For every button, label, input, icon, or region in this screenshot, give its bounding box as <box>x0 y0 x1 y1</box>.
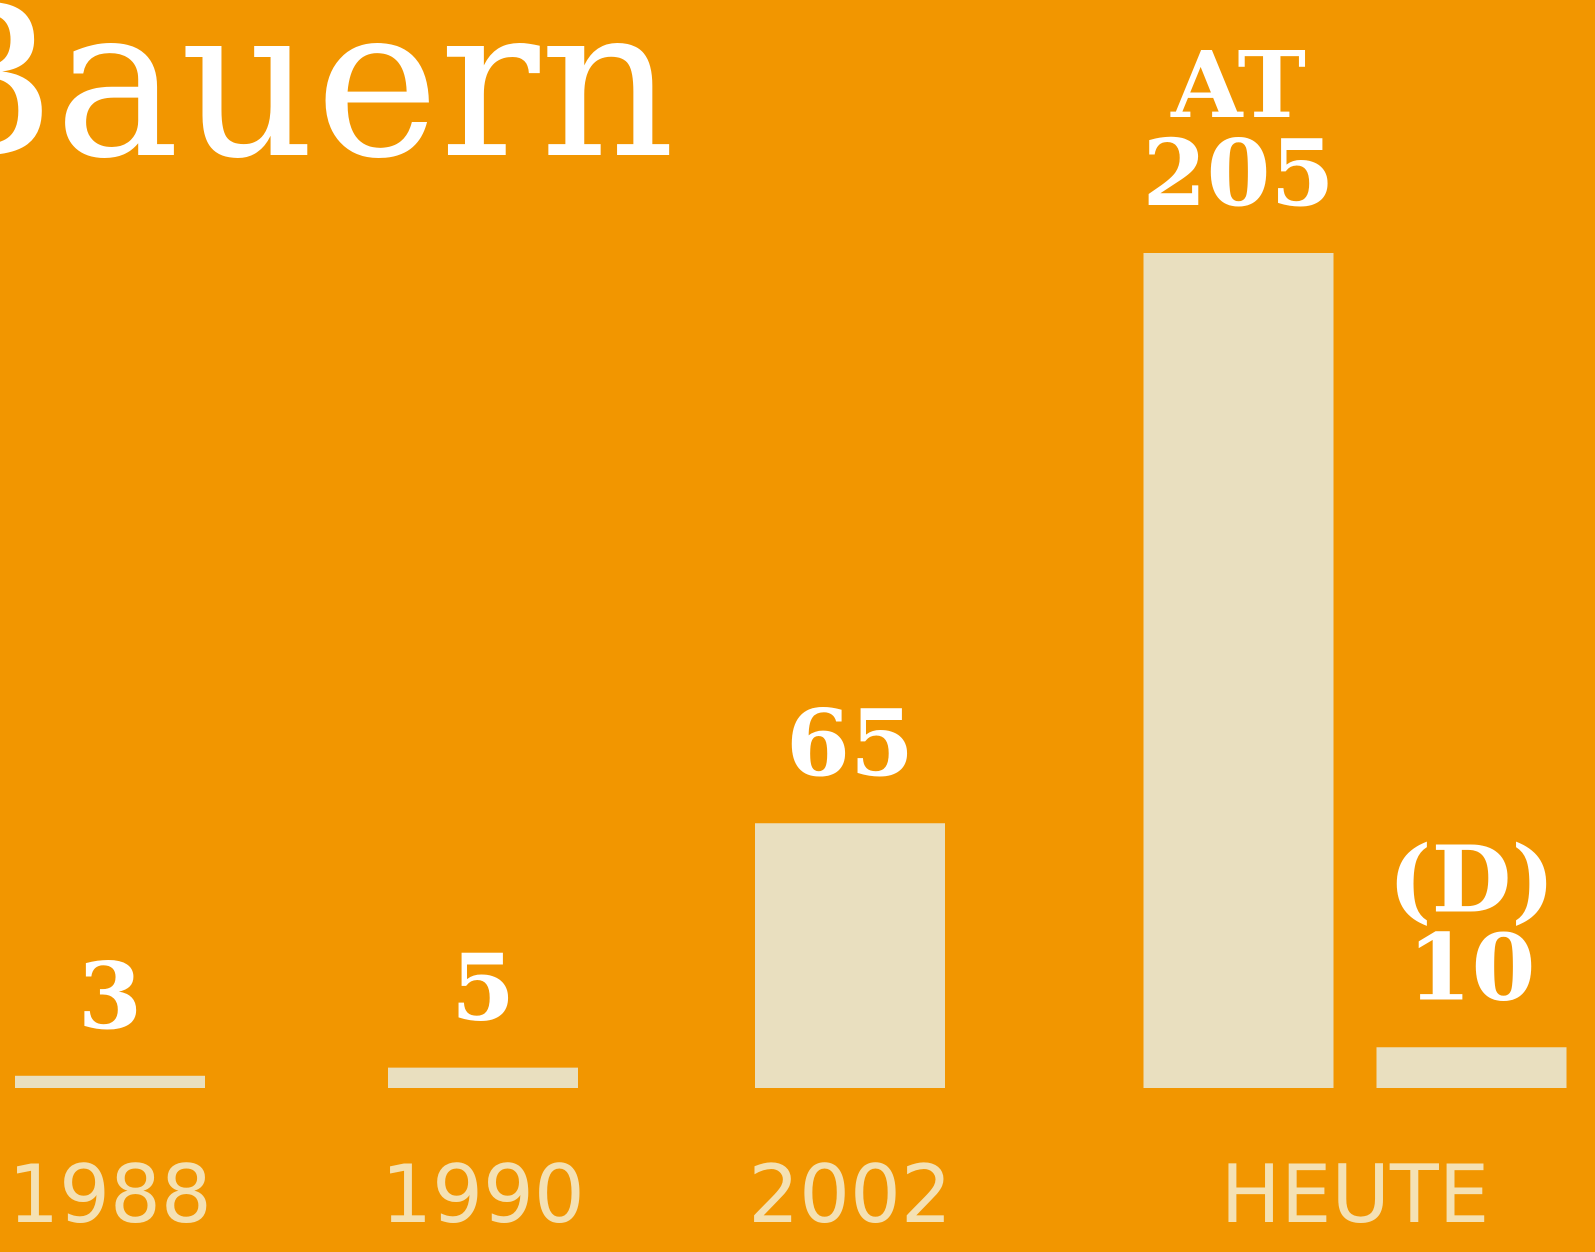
bar <box>1376 1047 1567 1088</box>
x-tick-label: 1990 <box>381 1148 585 1241</box>
series-label: (D) <box>1388 825 1555 933</box>
value-label: 3 <box>78 942 142 1050</box>
chart-title: Bauern <box>0 0 675 205</box>
bar <box>755 823 945 1088</box>
value-label: 65 <box>786 689 914 797</box>
bar <box>15 1075 205 1088</box>
series-label: AT <box>1170 31 1306 139</box>
x-tick-label: 1988 <box>8 1148 212 1241</box>
value-label: 205 <box>1142 119 1334 227</box>
bar <box>388 1067 578 1088</box>
x-tick-label: 2002 <box>748 1148 952 1241</box>
x-tick-label: HEUTE <box>1221 1148 1490 1241</box>
value-label: 5 <box>451 934 515 1042</box>
value-label: 10 <box>1407 913 1535 1021</box>
bar <box>1143 253 1334 1088</box>
